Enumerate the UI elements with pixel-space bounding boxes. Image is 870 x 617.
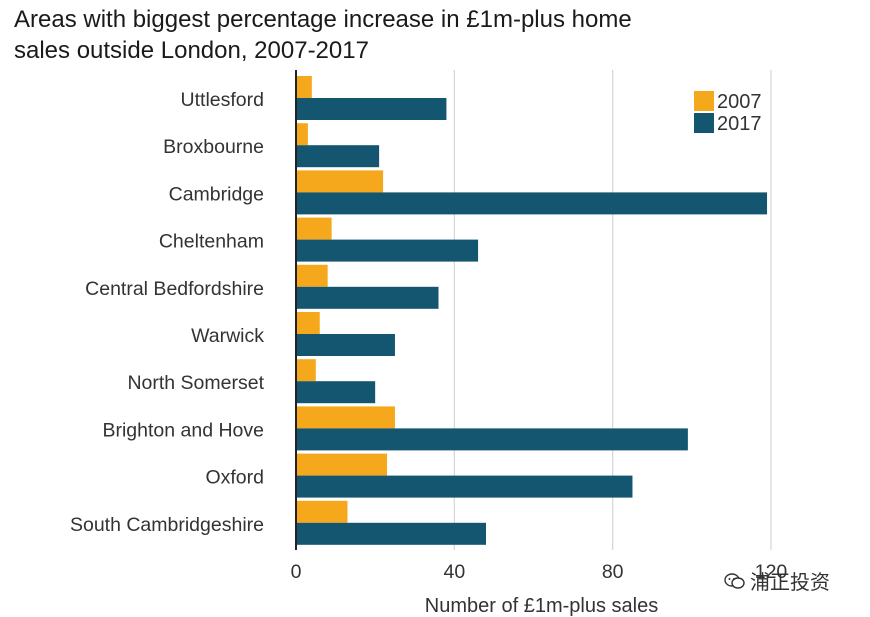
bar-2017-5 (296, 334, 395, 356)
bar-2007-5 (296, 312, 320, 334)
category-label-1: Broxbourne (163, 136, 264, 158)
bar-2017-2 (296, 192, 768, 215)
bar-2007-2 (296, 170, 384, 193)
category-label-0: Uttlesford (181, 89, 264, 111)
category-label-9: South Cambridgeshire (70, 514, 264, 536)
bar-2017-7 (296, 428, 688, 451)
bar-2017-8 (296, 475, 633, 498)
bar-2007-1 (296, 123, 308, 146)
bar-2017-9 (296, 522, 486, 545)
bar-2007-8 (296, 453, 388, 476)
watermark: 浦正投资 (724, 566, 830, 595)
legend-swatch-2007 (694, 91, 714, 111)
bar-2017-1 (296, 145, 380, 168)
bar-2007-6 (296, 359, 316, 382)
x-tick-label-3: 120 (755, 561, 788, 583)
legend-swatch-2017 (694, 113, 714, 133)
bar-2007-9 (296, 500, 348, 523)
x-tick-label-0: 0 (291, 561, 302, 583)
x-tick-label-1: 40 (443, 561, 465, 583)
category-label-5: Warwick (191, 325, 264, 347)
x-axis-label: Number of £1m-plus sales (425, 595, 658, 617)
chart-title-line-2: sales outside London, 2007-2017 (14, 37, 369, 64)
category-label-7: Brighton and Hove (102, 419, 264, 441)
category-label-6: North Somerset (127, 372, 264, 394)
bar-2007-4 (296, 264, 328, 287)
x-tick-label-2: 80 (602, 561, 624, 583)
category-label-8: Oxford (205, 467, 264, 489)
bar-2007-7 (296, 406, 395, 429)
category-label-3: Cheltenham (159, 231, 264, 253)
legend-label-2017: 2017 (717, 113, 762, 135)
chart-title: Areas with biggest percentage increase i… (14, 4, 632, 66)
bar-2007-3 (296, 217, 332, 240)
category-label-4: Central Bedfordshire (85, 278, 264, 300)
category-label-2: Cambridge (169, 183, 264, 205)
legend-label-2007: 2007 (717, 91, 762, 113)
wechat-icon (724, 572, 745, 589)
bar-2017-3 (296, 239, 479, 262)
bar-2017-0 (296, 98, 447, 120)
chart-title-line-1: Areas with biggest percentage increase i… (14, 6, 632, 33)
bar-2017-4 (296, 286, 439, 309)
watermark-text: 浦正投资 (750, 572, 830, 594)
bar-2017-6 (296, 381, 376, 404)
bar-2007-0 (296, 76, 312, 98)
